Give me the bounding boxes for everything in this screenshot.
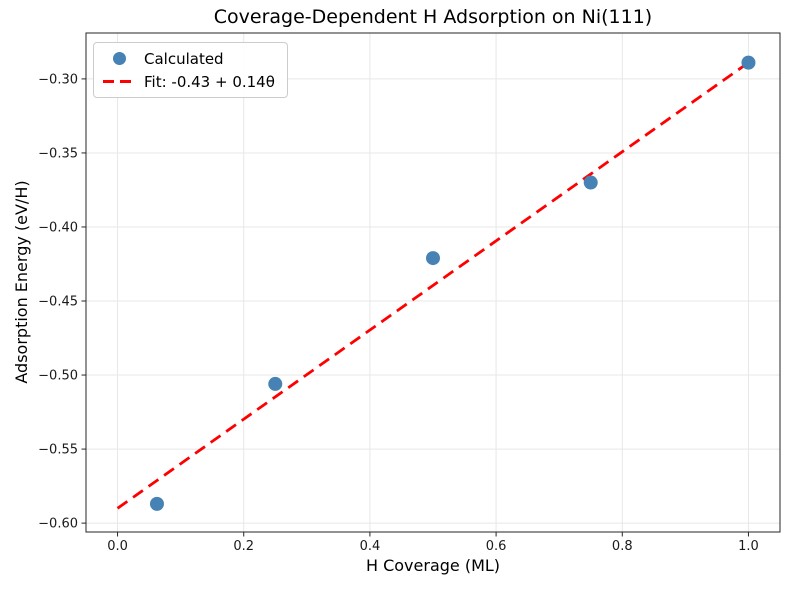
y-tick-label: −0.55 [38,443,78,458]
legend-item-calculated: Calculated [103,48,275,69]
y-axis-label: Adsorption Energy (eV/H) [12,180,31,384]
x-tick-label: 0.6 [486,539,507,554]
scatter-point-calculated [583,175,598,190]
y-tick-label: −0.30 [38,72,78,87]
legend-handle-calculated [103,52,135,65]
x-tick-label: 0.4 [360,539,381,554]
scatter-point-calculated [149,496,164,511]
dashed-line-marker-icon [103,80,135,83]
x-tick-label: 0.8 [612,539,633,554]
chart-title: Coverage-Dependent H Adsorption on Ni(11… [213,6,653,28]
y-tick-label: −0.50 [38,369,78,384]
y-tick-label: −0.60 [38,517,78,532]
legend-label-fit: Fit: -0.43 + 0.14θ [144,72,275,91]
scatter-marker-icon [112,52,126,65]
legend-item-fit: Fit: -0.43 + 0.14θ [103,71,275,92]
scatter-point-calculated [426,251,440,266]
legend: Calculated Fit: -0.43 + 0.14θ [93,42,288,98]
plot-border [85,32,781,533]
y-tick-label: −0.45 [38,295,78,310]
scatter-point-calculated [268,376,283,391]
x-tick-label: 1.0 [738,539,759,554]
x-axis-label: H Coverage (ML) [365,556,501,575]
legend-handle-fit [103,80,135,83]
x-tick-label: 0.0 [107,539,128,554]
fit-line [116,61,750,510]
y-tick-label: −0.40 [38,220,78,235]
y-tick-label: −0.35 [38,146,78,161]
legend-label-calculated: Calculated [144,49,224,68]
scatter-point-calculated [741,55,756,70]
x-tick-label: 0.2 [233,539,254,554]
